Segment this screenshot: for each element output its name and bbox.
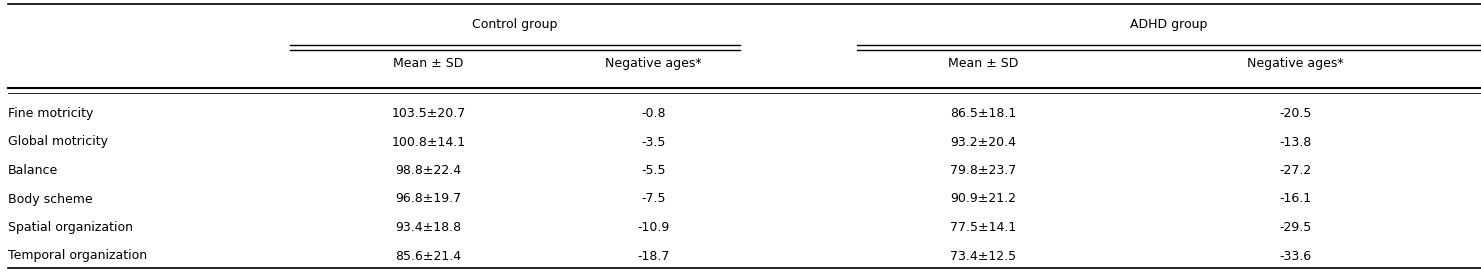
- Text: 100.8±14.1: 100.8±14.1: [391, 135, 465, 149]
- Text: -33.6: -33.6: [1280, 250, 1312, 263]
- Text: -16.1: -16.1: [1280, 192, 1312, 206]
- Text: Negative ages*: Negative ages*: [606, 57, 702, 70]
- Text: 86.5±18.1: 86.5±18.1: [951, 107, 1016, 120]
- Text: Fine motricity: Fine motricity: [7, 107, 93, 120]
- Text: -5.5: -5.5: [641, 164, 666, 177]
- Text: 93.4±18.8: 93.4±18.8: [395, 221, 462, 234]
- Text: -29.5: -29.5: [1280, 221, 1312, 234]
- Text: Mean ± SD: Mean ± SD: [394, 57, 464, 70]
- Text: -27.2: -27.2: [1280, 164, 1312, 177]
- Text: 96.8±19.7: 96.8±19.7: [395, 192, 462, 206]
- Text: Negative ages*: Negative ages*: [1247, 57, 1343, 70]
- Text: 77.5±14.1: 77.5±14.1: [951, 221, 1016, 234]
- Text: -7.5: -7.5: [641, 192, 666, 206]
- Text: Mean ± SD: Mean ± SD: [948, 57, 1019, 70]
- Text: 85.6±21.4: 85.6±21.4: [395, 250, 462, 263]
- Text: Global motricity: Global motricity: [7, 135, 108, 149]
- Text: Spatial organization: Spatial organization: [7, 221, 133, 234]
- Text: 93.2±20.4: 93.2±20.4: [951, 135, 1016, 149]
- Text: Body scheme: Body scheme: [7, 192, 93, 206]
- Text: Temporal organization: Temporal organization: [7, 250, 147, 263]
- Text: 79.8±23.7: 79.8±23.7: [951, 164, 1016, 177]
- Text: -20.5: -20.5: [1280, 107, 1312, 120]
- Text: -0.8: -0.8: [641, 107, 666, 120]
- Text: ADHD group: ADHD group: [1130, 18, 1207, 31]
- Text: -18.7: -18.7: [637, 250, 669, 263]
- Text: 90.9±21.2: 90.9±21.2: [951, 192, 1016, 206]
- Text: 98.8±22.4: 98.8±22.4: [395, 164, 462, 177]
- Text: Control group: Control group: [472, 18, 558, 31]
- Text: -13.8: -13.8: [1280, 135, 1312, 149]
- Text: -3.5: -3.5: [641, 135, 665, 149]
- Text: 73.4±12.5: 73.4±12.5: [951, 250, 1016, 263]
- Text: -10.9: -10.9: [637, 221, 669, 234]
- Text: Balance: Balance: [7, 164, 58, 177]
- Text: 103.5±20.7: 103.5±20.7: [391, 107, 465, 120]
